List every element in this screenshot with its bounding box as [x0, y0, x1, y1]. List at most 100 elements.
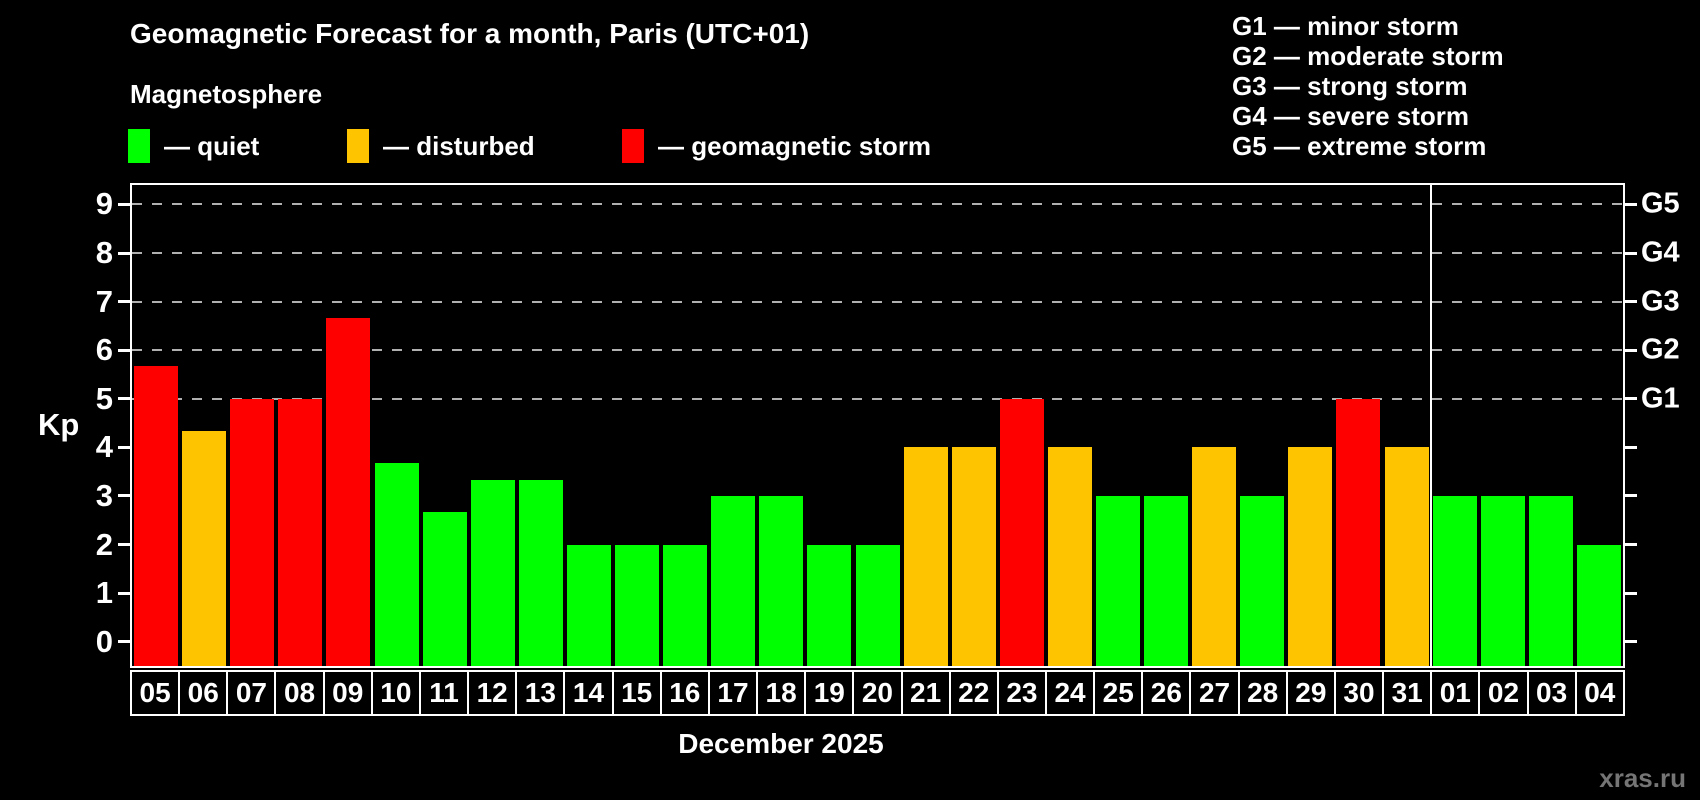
y-axis-tick [118, 543, 130, 547]
y-tick-label: 3 [95, 477, 113, 513]
day-label: 04 [1574, 670, 1625, 716]
day-label: 09 [322, 670, 373, 716]
legend-item-disturbed: — disturbed [347, 128, 535, 164]
plot-area: 0 1 2 3 4 5 6 7 8 9 G5 G4 G3 G2 G1 [96, 183, 1680, 668]
kp-bar [1480, 495, 1525, 666]
kp-bar [903, 447, 948, 666]
right-axis-tick [1625, 300, 1637, 304]
kp-bar [1095, 495, 1140, 666]
day-label: 17 [707, 670, 759, 716]
kp-bar [1288, 447, 1333, 666]
day-label: 10 [370, 670, 421, 716]
kp-bar [1384, 447, 1429, 666]
g-legend-line-1: G1 — minor storm [1232, 11, 1459, 41]
day-label: 02 [1478, 670, 1529, 716]
kp-bar [518, 479, 563, 666]
day-label: 01 [1430, 670, 1481, 716]
kp-bar [230, 398, 275, 666]
day-label: 20 [852, 670, 903, 716]
day-label: 14 [563, 670, 614, 716]
kp-bar [1432, 495, 1477, 666]
day-label: 03 [1526, 670, 1577, 716]
kp-bar [759, 495, 804, 666]
y-tick-label: 0 [95, 623, 113, 659]
kp-bar [807, 544, 852, 666]
kp-bar [999, 398, 1044, 666]
quiet-color-swatch [128, 129, 150, 163]
kp-bar [422, 511, 467, 666]
day-label: 18 [756, 670, 807, 716]
watermark: xras.ru [1599, 763, 1686, 793]
right-axis-tick [1625, 494, 1637, 498]
day-label: 25 [1093, 670, 1144, 716]
g-axis-label: G4 [1641, 236, 1680, 269]
day-label: 21 [900, 670, 951, 716]
day-label: 31 [1382, 670, 1433, 716]
y-axis-tick [118, 348, 130, 352]
y-axis-tick [118, 300, 130, 304]
g-legend-line-4: G4 — severe storm [1232, 101, 1470, 131]
right-axis-tick [1625, 202, 1637, 206]
kp-bar [278, 398, 323, 666]
day-label: 30 [1333, 670, 1385, 716]
kp-bar [1192, 447, 1237, 666]
right-axis-tick [1625, 348, 1637, 352]
day-label: 26 [1141, 670, 1192, 716]
legend-item-storm: — geomagnetic storm [622, 128, 931, 164]
day-label: 19 [804, 670, 855, 716]
y-tick-label: 4 [95, 429, 113, 465]
y-tick-label: 9 [95, 186, 113, 222]
kp-bar [1047, 447, 1092, 666]
kp-bar [1336, 398, 1381, 666]
y-tick-label: 5 [95, 380, 113, 416]
y-axis-tick [118, 445, 130, 449]
y-axis-tick [118, 202, 130, 206]
kp-bar [1528, 495, 1573, 666]
page-title: Geomagnetic Forecast for a month, Paris … [130, 18, 810, 49]
kp-bar [182, 431, 227, 666]
kp-bar [663, 544, 708, 666]
right-axis-tick [1625, 251, 1637, 255]
g-axis-label: G2 [1641, 333, 1680, 366]
g-axis-label: G1 [1641, 382, 1680, 415]
kp-bar [326, 317, 371, 666]
y-axis-tick [118, 397, 130, 401]
grid-line [132, 300, 1623, 303]
g-axis-label: G5 [1641, 187, 1680, 220]
legend-item-quiet: — quiet [128, 128, 259, 164]
month-separator [1429, 185, 1432, 666]
y-tick-label: 2 [95, 526, 113, 562]
day-label: 23 [996, 670, 1047, 716]
kp-bar [855, 544, 900, 666]
y-tick-label: 1 [95, 575, 113, 611]
day-label: 16 [659, 670, 710, 716]
right-axis-tick [1625, 397, 1637, 401]
legend-label-storm: — geomagnetic storm [658, 130, 932, 161]
grid-line [132, 203, 1623, 206]
g-legend-line-5: G5 — extreme storm [1232, 131, 1487, 161]
kp-bar [1240, 495, 1285, 666]
kp-bar [711, 495, 756, 666]
g-axis-label: G3 [1641, 285, 1680, 318]
y-tick-label: 7 [95, 283, 113, 319]
day-label: 15 [611, 670, 662, 716]
y-axis-tick [118, 494, 130, 498]
g-legend-line-3: G3 — strong storm [1232, 71, 1468, 101]
right-axis-tick [1625, 445, 1637, 449]
day-label: 11 [418, 670, 470, 716]
kp-bar [374, 463, 419, 666]
grid-line [132, 252, 1623, 255]
kp-bar [615, 544, 660, 666]
grid-line [132, 397, 1623, 400]
day-label: 06 [178, 670, 229, 716]
day-label: 28 [1237, 670, 1288, 716]
kp-bar [134, 366, 179, 666]
day-label: 24 [1044, 670, 1096, 716]
right-axis-tick [1625, 640, 1637, 644]
y-axis-tick [118, 251, 130, 255]
right-axis-tick [1625, 543, 1637, 547]
legend-label-quiet: — quiet [164, 130, 260, 161]
day-label: 08 [274, 670, 325, 716]
disturbed-color-swatch [347, 129, 369, 163]
day-label: 13 [515, 670, 566, 716]
